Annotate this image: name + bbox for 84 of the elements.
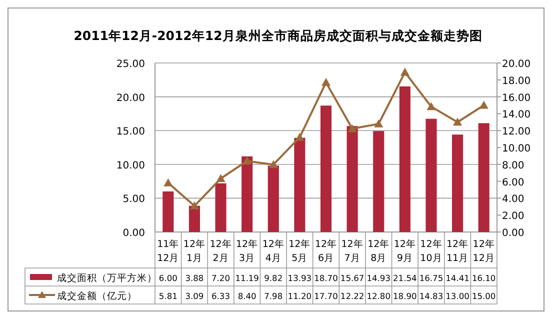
data-label: 3.88 [185, 273, 204, 283]
y2-tick-label: 16.00 [502, 92, 531, 104]
data-label: 6.33 [212, 291, 230, 301]
data-label: 9.82 [264, 273, 283, 283]
data-label: 12.22 [340, 291, 364, 301]
data-label: 11.19 [235, 273, 259, 283]
bar [242, 156, 253, 232]
bar [346, 126, 358, 232]
x-tick-label: 12年6月 [314, 238, 338, 264]
data-label: 8.40 [238, 291, 256, 301]
y-tick-label: 20.00 [116, 92, 145, 104]
data-label: 15.67 [340, 273, 364, 283]
bar [320, 106, 332, 232]
data-label: 17.70 [314, 291, 338, 301]
data-label: 7.98 [264, 291, 283, 301]
point [216, 174, 226, 182]
point [322, 78, 330, 86]
data-label: 11.20 [288, 291, 312, 301]
y2-tick-label: 14.00 [502, 110, 531, 121]
data-label: 16.75 [419, 273, 444, 283]
bar [215, 183, 226, 232]
data-label: 6.00 [158, 273, 178, 283]
data-label: 18.90 [393, 291, 417, 301]
x-tick-label: 12年3月 [236, 238, 258, 264]
point [295, 132, 304, 141]
bar [162, 191, 174, 232]
x-tick-label: 12年4月 [262, 238, 284, 264]
y2-tick-label: 10.00 [502, 144, 531, 154]
chart-title: 2011年12月-2012年12月泉州全市商品房成交面积与成交金额走势图 [74, 28, 482, 43]
data-label: 7.20 [212, 273, 230, 283]
legend-label: 成交面积（万平方米） [57, 272, 157, 284]
bar [294, 138, 306, 232]
data-label: 18.70 [314, 273, 338, 283]
y2-tick-label: 8.00 [502, 160, 524, 172]
y2-tick-label: 20.00 [502, 59, 531, 70]
bar [399, 86, 410, 232]
point [400, 68, 410, 76]
data-label: 14.83 [419, 291, 444, 301]
point [453, 118, 462, 126]
point [374, 119, 384, 128]
y2-tick-label: 2.00 [502, 211, 524, 222]
bar [268, 166, 279, 232]
point [268, 160, 278, 168]
y-tick-label: 10.00 [116, 160, 145, 172]
y-tick-label: 5.00 [122, 194, 145, 206]
point [426, 102, 436, 110]
point [479, 100, 488, 109]
x-tick-label: 12年7月 [341, 238, 364, 264]
data-label: 16.10 [472, 273, 496, 283]
y2-tick-label: 18.00 [502, 76, 531, 87]
data-label: 15.00 [472, 291, 496, 301]
data-label: 14.41 [446, 273, 470, 283]
data-label: 12.80 [366, 291, 390, 301]
x-tick-label: 12年2月 [210, 238, 232, 264]
x-tick-label: 12年5月 [288, 238, 311, 264]
y-tick-label: 25.00 [116, 59, 145, 70]
data-label: 14.93 [366, 273, 390, 283]
point [190, 201, 199, 210]
bar [426, 118, 437, 232]
point [242, 156, 252, 165]
bar [478, 123, 490, 232]
x-tick-label: 12年11月 [446, 238, 469, 264]
x-tick-label: 12年12月 [472, 238, 495, 264]
bar [373, 131, 384, 232]
y2-tick-label: 6.00 [502, 177, 524, 188]
data-label: 13.93 [288, 273, 312, 283]
data-label: 3.09 [185, 291, 204, 301]
x-tick-label: 12年1月 [183, 238, 206, 264]
point [164, 178, 173, 186]
x-tick-label: 11年12月 [157, 238, 180, 264]
y2-tick-label: 12.00 [502, 126, 531, 138]
y2-tick-label: 0.00 [502, 228, 524, 239]
x-tick-label: 12年8月 [368, 238, 390, 264]
data-label: 5.81 [158, 291, 178, 301]
y2-tick-label: 4.00 [502, 194, 524, 206]
legend-label: 成交金额（亿元） [57, 290, 137, 302]
bar [452, 134, 464, 232]
y-tick-label: 15.00 [116, 126, 145, 138]
x-tick-label: 12年9月 [394, 238, 416, 264]
data-label: 21.54 [393, 273, 417, 283]
y-tick-label: 0.00 [122, 228, 145, 239]
x-tick-label: 12年10月 [420, 238, 442, 264]
data-label: 13.00 [446, 291, 470, 301]
point [348, 124, 357, 132]
